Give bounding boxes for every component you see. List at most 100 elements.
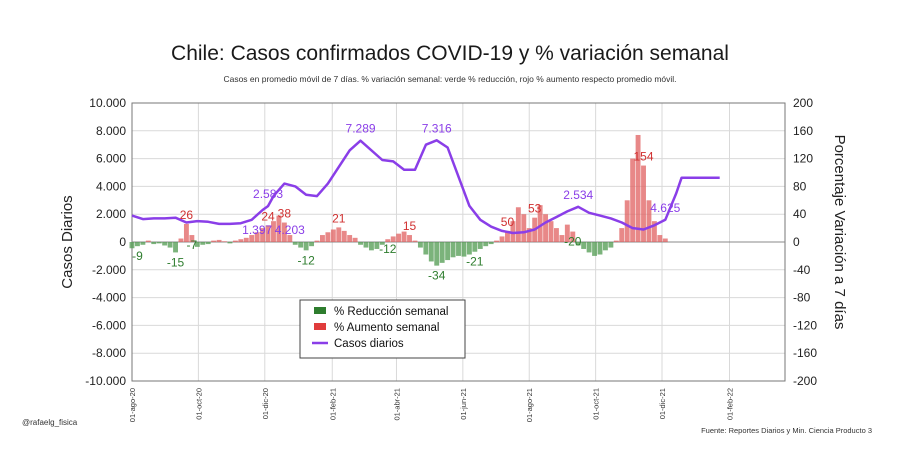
bar-value-label: -15 <box>167 255 185 269</box>
y-left-tick-label: 0 <box>119 235 126 249</box>
bar-reduction <box>450 242 456 258</box>
bar-reduction <box>477 242 483 249</box>
bar-reduction <box>358 242 363 245</box>
x-tick-label: 01-feb-21 <box>328 388 337 420</box>
bar-increase <box>385 239 391 242</box>
bar-increase <box>407 235 412 242</box>
y-left-tick-label: -6.000 <box>92 318 126 332</box>
bar-increase <box>526 228 532 242</box>
x-tick-label: 01-abr-21 <box>392 388 401 421</box>
bar-reduction <box>151 242 157 245</box>
bar-increase <box>651 221 657 242</box>
bar-reduction <box>434 242 440 266</box>
bar-increase <box>243 237 249 242</box>
bar-reduction <box>483 242 489 247</box>
legend-entry-label: % Aumento semanal <box>334 322 439 334</box>
y-left-tick-label: 10.000 <box>89 96 126 110</box>
bar-reduction <box>368 242 374 251</box>
bar-increase <box>178 238 184 242</box>
bar-increase <box>330 229 336 242</box>
bar-increase <box>320 235 325 242</box>
bar-value-label: -21 <box>466 255 484 269</box>
bar-reduction <box>575 242 581 246</box>
bar-reduction <box>608 242 614 248</box>
bar-reduction <box>428 242 434 262</box>
bar-increase <box>216 239 222 242</box>
y-right-tick-label: 160 <box>793 124 813 138</box>
bar-increase <box>619 228 625 242</box>
bar-increase <box>559 235 565 242</box>
bar-reduction <box>156 242 162 244</box>
y-right-tick-label: 80 <box>793 179 807 193</box>
bar-reduction <box>292 242 298 245</box>
y-left-tick-label: 6.000 <box>96 152 126 166</box>
bar-value-label: -12 <box>297 253 315 267</box>
bar-value-label: -7 <box>187 238 198 252</box>
bar-increase <box>281 222 287 242</box>
bar-increase <box>630 158 636 242</box>
y-right-tick-label: 200 <box>793 96 813 110</box>
bar-increase <box>314 240 320 242</box>
bar-reduction <box>162 242 168 246</box>
legend-entry-label: % Reducción semanal <box>334 306 448 318</box>
line-value-label: 4.203 <box>275 223 305 237</box>
line-value-label: 7.289 <box>346 122 376 136</box>
author-credit: @rafaelg_fisica <box>22 418 78 427</box>
bar-value-label: 154 <box>634 150 654 164</box>
bar-increase <box>613 240 619 242</box>
bar-increase <box>183 223 189 242</box>
bar-increase <box>635 134 641 242</box>
bar-increase <box>505 230 510 242</box>
bar-value-label: 26 <box>180 208 194 222</box>
y-right-tick-label: -120 <box>793 318 817 332</box>
bar-reduction <box>303 242 309 251</box>
data-source: Fuente: Reportes Diarios y Min. Ciencia … <box>701 426 872 435</box>
y-left-tick-label: -4.000 <box>92 291 126 305</box>
bar-increase <box>390 236 396 242</box>
bar-increase <box>662 238 668 242</box>
legend-swatch <box>314 307 326 314</box>
line-value-label: 4.625 <box>650 201 680 215</box>
legend-box <box>299 299 466 359</box>
y-left-tick-label: -8.000 <box>92 346 126 360</box>
y-right-tick-label: -80 <box>793 291 811 305</box>
bar-increase <box>396 233 402 242</box>
bar-reduction <box>602 242 608 251</box>
bar-value-label: 15 <box>403 219 417 233</box>
x-tick-label: 01-feb-22 <box>725 388 734 420</box>
bar-reduction <box>200 242 206 245</box>
legend-entry-label: Casos diarios <box>334 338 404 350</box>
bar-reduction <box>586 242 592 253</box>
bar-reduction <box>363 242 369 248</box>
bar-increase <box>515 207 521 242</box>
bar-increase <box>271 221 276 242</box>
x-tick-label: 01-dic-21 <box>658 388 667 419</box>
bar-increase <box>211 240 217 242</box>
bar-increase <box>641 165 646 242</box>
bar-reduction <box>439 242 445 263</box>
bar-reduction <box>461 242 467 257</box>
bar-reduction <box>466 242 472 255</box>
bar-increase <box>548 221 554 242</box>
bar-reduction <box>140 242 146 245</box>
y-right-tick-label: -160 <box>793 346 817 360</box>
line-value-label: 2.583 <box>253 187 283 201</box>
legend-swatch <box>314 323 326 330</box>
x-tick-label: 01-oct-20 <box>194 388 203 420</box>
bar-reduction <box>456 242 461 256</box>
y-right-tick-label: -200 <box>793 374 817 388</box>
bar-reduction <box>309 242 315 247</box>
y-left-tick-label: 4.000 <box>96 179 126 193</box>
bar-increase <box>521 214 527 242</box>
y-right-tick-label: 0 <box>793 235 800 249</box>
bar-increase <box>564 224 570 242</box>
bar-reduction <box>194 242 200 247</box>
bar-reduction <box>597 242 603 255</box>
bar-increase <box>657 235 663 242</box>
bar-value-label: 38 <box>278 207 292 221</box>
bar-reduction <box>472 242 478 252</box>
bar-value-label: -34 <box>428 269 446 283</box>
bar-increase <box>646 200 652 242</box>
